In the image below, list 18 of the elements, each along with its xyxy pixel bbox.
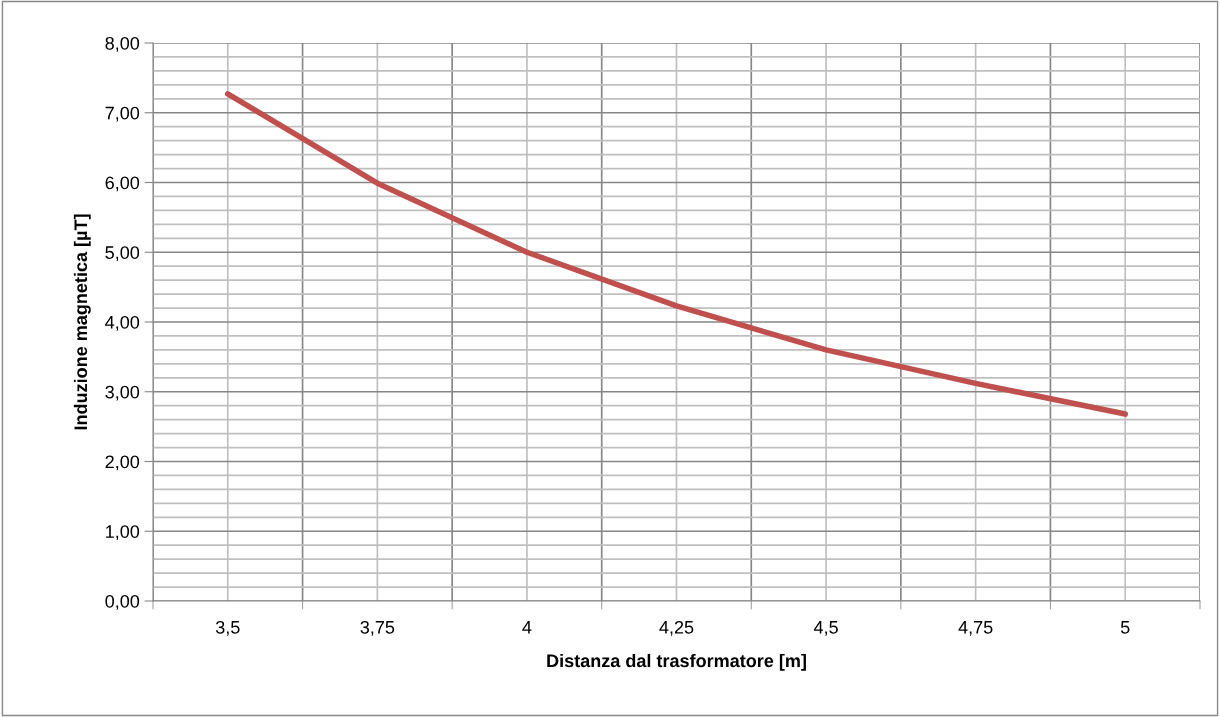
y-tick-label: 4,00 bbox=[105, 315, 140, 331]
x-tick-label: 4 bbox=[522, 621, 532, 634]
y-axis-title: Induzione magnetica [µT] bbox=[73, 214, 91, 430]
y-tick-label: 2,00 bbox=[105, 455, 140, 471]
y-tick-label: 8,00 bbox=[105, 36, 140, 52]
y-tick-label: 3,00 bbox=[105, 385, 140, 401]
x-tick-label: 3,5 bbox=[215, 620, 240, 636]
y-tick-label: 1,00 bbox=[106, 525, 140, 541]
y-tick-label: 6,00 bbox=[105, 176, 140, 192]
x-tick-label: 4,5 bbox=[813, 621, 838, 636]
x-tick-label: 4,75 bbox=[958, 621, 993, 636]
y-tick-label: 0,00 bbox=[105, 594, 140, 610]
x-axis-title: Distanza dal trasformatore [m] bbox=[547, 653, 806, 671]
x-tick-label: 3,75 bbox=[360, 620, 395, 636]
x-tick-label: 4,25 bbox=[659, 620, 694, 636]
y-tick-label: 7,00 bbox=[105, 106, 140, 122]
y-tick-label: 5,00 bbox=[105, 246, 140, 262]
x-tick-label: 5 bbox=[1120, 621, 1130, 634]
